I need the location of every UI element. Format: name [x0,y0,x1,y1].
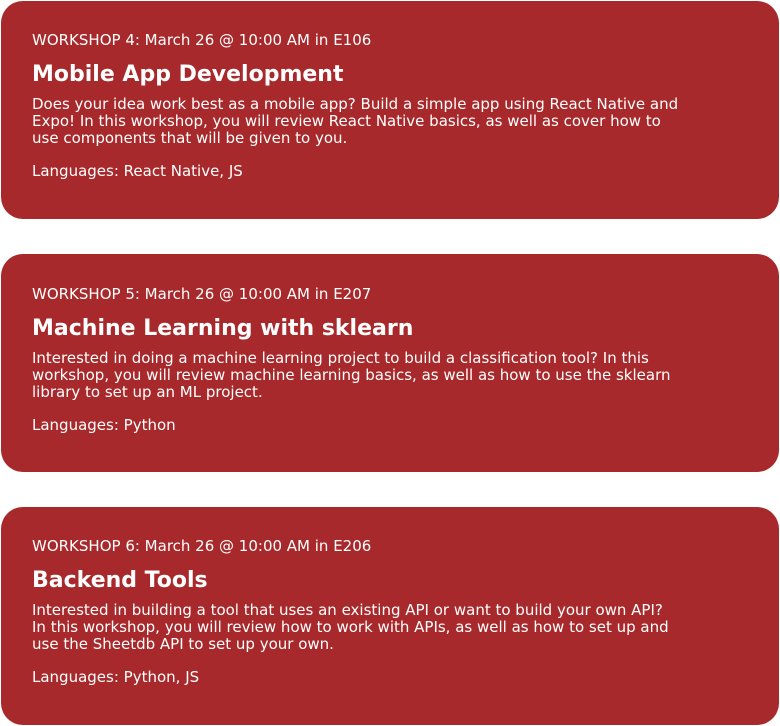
workshop-schedule: WORKSHOP 6: March 26 @ 10:00 AM in E206 [32,537,372,555]
workshop-description: Does your idea work best as a mobile app… [32,95,679,147]
workshop-title: Backend Tools [32,568,208,593]
workshop-languages: Languages: Python, JS [32,668,200,686]
workshop-card-4: WORKSHOP 4: March 26 @ 10:00 AM in E106 … [1,1,779,219]
workshop-schedule: WORKSHOP 4: March 26 @ 10:00 AM in E106 [32,31,372,49]
workshop-title: Machine Learning with sklearn [32,316,414,341]
workshop-description: Interested in building a tool that uses … [32,601,669,653]
workshop-schedule: WORKSHOP 5: March 26 @ 10:00 AM in E207 [32,285,372,303]
workshop-languages: Languages: Python [32,416,176,434]
workshop-languages: Languages: React Native, JS [32,162,243,180]
workshop-title: Mobile App Development [32,62,344,87]
workshop-card-5: WORKSHOP 5: March 26 @ 10:00 AM in E207 … [1,254,779,472]
workshop-description: Interested in doing a machine learning p… [32,349,671,401]
workshop-card-6: WORKSHOP 6: March 26 @ 10:00 AM in E206 … [1,507,779,725]
